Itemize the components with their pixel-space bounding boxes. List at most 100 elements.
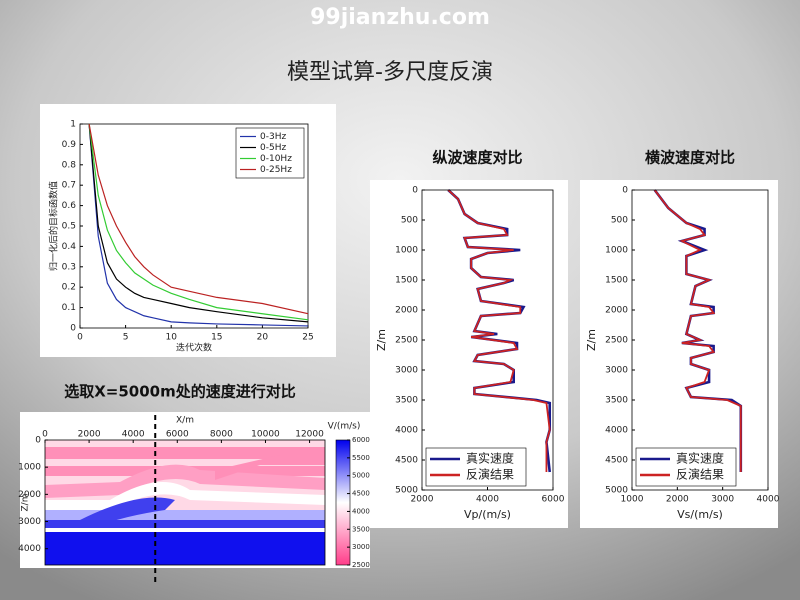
y-tick-label: 1500 [395, 276, 418, 286]
x-axis-label: Vp/(m/s) [464, 508, 511, 521]
y-tick-label: 1000 [18, 463, 41, 473]
x-tick-label: 15 [211, 333, 222, 343]
colorbar-tick-label: 3500 [352, 525, 370, 533]
legend-label: 0-3Hz [260, 132, 286, 142]
layer [45, 520, 325, 528]
y-tick-label: 1500 [605, 276, 628, 286]
x-tick-label: 6000 [542, 495, 565, 505]
y-tick-label: 3500 [395, 396, 418, 406]
colorbar-tick-label: 3000 [352, 543, 370, 551]
y-tick-label: 3000 [605, 366, 628, 376]
x-tick-label: 2000 [666, 495, 689, 505]
y-tick-label: 0 [622, 186, 628, 196]
legend-box [425, 447, 527, 487]
series-line [653, 189, 742, 472]
x-tick-label: 10 [165, 333, 177, 343]
series-line [88, 123, 309, 315]
x-axis-label: X/m [176, 416, 194, 426]
y-tick-label: 2000 [605, 306, 628, 316]
y-tick-label: 0.3 [62, 262, 76, 272]
y-axis-label: Z/m [21, 494, 31, 512]
y-tick-label: 3000 [18, 517, 41, 527]
legend-label: 真实速度 [676, 451, 724, 466]
colorbar-tick-label: 4500 [352, 490, 370, 498]
legend-label: 反演结果 [676, 467, 724, 482]
y-axis-label: Z/m [375, 329, 388, 351]
series-line [447, 189, 551, 472]
y-tick-label: 0 [35, 436, 41, 446]
layer [45, 532, 325, 565]
y-tick-label: 2000 [18, 490, 41, 500]
y-tick-label: 2500 [605, 336, 628, 346]
caption: 选取X=5000m处的速度进行对比 [64, 383, 296, 401]
x-tick-label: 20 [257, 333, 269, 343]
series-line [88, 123, 309, 321]
y-tick-label: 3000 [395, 366, 418, 376]
colorbar-tick-label: 4000 [352, 507, 370, 515]
x-tick-label: 4000 [476, 495, 499, 505]
y-axis-label: 归一化后的目标函数值 [48, 181, 60, 271]
colorbar-tick-label: 2500 [352, 561, 370, 569]
chart-title: 纵波速度对比 [432, 149, 522, 167]
colorbar-tick-label: 5500 [352, 454, 370, 462]
x-tick-label: 2000 [78, 430, 101, 440]
x-tick-label: 0 [77, 333, 83, 343]
y-tick-label: 4500 [395, 456, 418, 466]
plot-frame [44, 439, 326, 566]
x-tick-label: 8000 [210, 430, 233, 440]
y-tick-label: 0.6 [62, 201, 77, 211]
colorbar [335, 439, 351, 566]
x-tick-label: 5 [123, 333, 129, 343]
x-tick-label: 10000 [251, 430, 280, 440]
layer [80, 497, 175, 525]
layer [45, 528, 325, 532]
y-tick-label: 0.5 [62, 222, 76, 232]
y-tick-label: 0.2 [62, 283, 76, 293]
layer [45, 482, 325, 510]
legend-label: 0-5Hz [260, 143, 286, 153]
x-axis-label: 迭代次数 [176, 342, 212, 354]
slide-title: 模型试算-多尺度反演 [287, 60, 493, 85]
colorbar-label: V/(m/s) [328, 422, 361, 432]
watermark: 99jianzhu.com [310, 5, 490, 30]
y-axis-label: Z/m [585, 329, 598, 351]
y-tick-label: 0.7 [62, 181, 76, 191]
y-tick-label: 2000 [395, 306, 418, 316]
chart-title: 横波速度对比 [645, 149, 735, 167]
legend-label: 真实速度 [466, 451, 514, 466]
y-tick-label: 1000 [395, 246, 418, 256]
x-tick-label: 12000 [295, 430, 324, 440]
layer [215, 455, 325, 480]
y-tick-label: 2500 [395, 336, 418, 346]
y-tick-label: 4500 [605, 456, 628, 466]
colorbar-tick-label: 5000 [352, 472, 370, 480]
y-tick-label: 5000 [395, 486, 418, 496]
y-tick-label: 4000 [395, 426, 418, 436]
legend-label: 0-10Hz [260, 154, 292, 164]
x-tick-label: 1000 [621, 495, 644, 505]
y-tick-label: 0.4 [62, 242, 77, 252]
y-tick-label: 4000 [18, 544, 41, 554]
y-tick-label: 0 [70, 324, 76, 334]
x-tick-label: 25 [302, 333, 313, 343]
y-tick-label: 0.9 [62, 140, 77, 150]
legend-box [635, 447, 737, 487]
y-tick-label: 0.1 [62, 303, 76, 313]
series-line [88, 123, 309, 323]
x-tick-label: 2000 [411, 495, 434, 505]
y-tick-label: 0.8 [62, 160, 77, 170]
y-tick-label: 1 [70, 120, 76, 130]
series-line [88, 123, 309, 327]
y-tick-label: 4000 [605, 426, 628, 436]
x-tick-label: 4000 [122, 430, 145, 440]
y-tick-label: 500 [611, 216, 628, 226]
y-tick-label: 500 [401, 216, 418, 226]
velocity-model-image [45, 440, 325, 565]
y-tick-label: 0 [412, 186, 418, 196]
x-tick-label: 6000 [166, 430, 189, 440]
colorbar-tick-label: 6000 [352, 436, 370, 444]
x-tick-label: 4000 [757, 495, 780, 505]
x-tick-label: 0 [42, 430, 48, 440]
y-tick-label: 5000 [605, 486, 628, 496]
